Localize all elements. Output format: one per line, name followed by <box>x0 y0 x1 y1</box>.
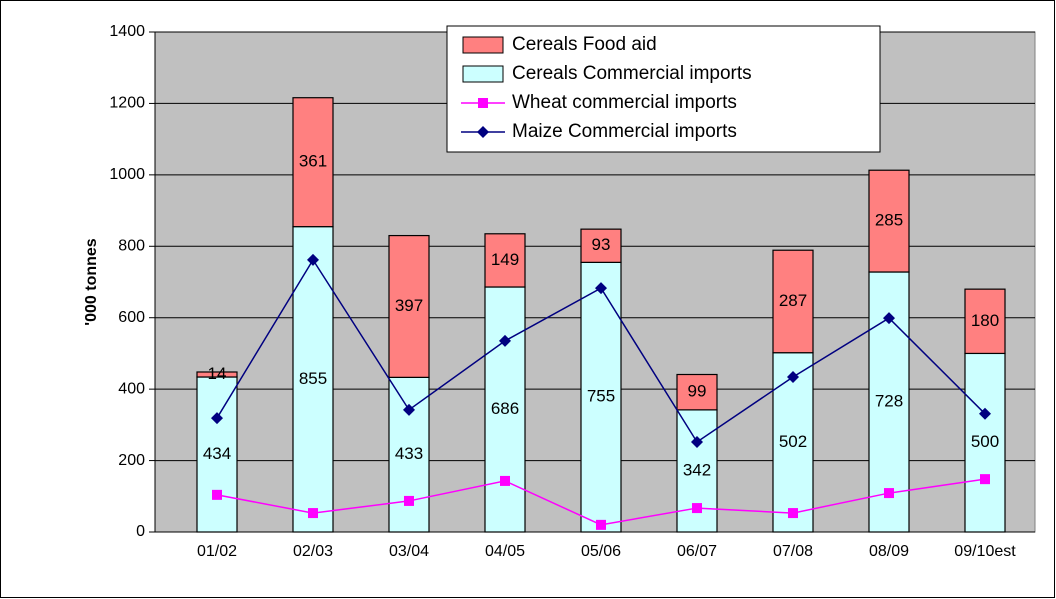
y-tick-label: 1200 <box>109 95 145 112</box>
y-tick-label: 1000 <box>109 166 145 183</box>
legend-label: Cereals Commercial imports <box>512 63 752 84</box>
y-tick-label: 0 <box>136 523 145 540</box>
line-marker <box>403 403 415 416</box>
line-marker <box>500 475 510 486</box>
data-label: 755 <box>587 387 615 406</box>
data-label: 397 <box>395 296 423 315</box>
line-marker <box>404 495 414 506</box>
data-label: 433 <box>395 444 423 463</box>
line-marker <box>787 371 799 383</box>
legend-swatch <box>462 65 504 83</box>
data-label: 93 <box>592 235 611 254</box>
line-marker <box>788 508 798 519</box>
data-label: 287 <box>779 291 807 310</box>
data-label: 500 <box>971 432 999 451</box>
line-marker <box>478 98 488 108</box>
legend <box>446 25 881 153</box>
line-marker <box>595 282 607 295</box>
legend-label: Maize Commercial imports <box>512 121 737 142</box>
line-marker <box>883 312 895 325</box>
data-label: 434 <box>203 444 231 463</box>
bar-segment <box>580 228 622 263</box>
bar-segment <box>964 352 1006 533</box>
bar-segment <box>772 249 814 354</box>
legend-label: Cereals Food aid <box>512 34 657 55</box>
line-marker <box>596 519 606 530</box>
x-tick-label: 08/09 <box>869 543 909 560</box>
line-marker <box>211 412 223 425</box>
bar-segment <box>676 373 718 411</box>
data-label: 285 <box>875 211 903 230</box>
y-tick-label: 600 <box>118 309 145 326</box>
x-tick-label: 07/08 <box>773 543 813 560</box>
data-label: 728 <box>875 391 903 410</box>
legend-label: Wheat commercial imports <box>512 92 737 113</box>
bar-segment <box>868 169 910 273</box>
x-tick-label: 09/10est <box>954 543 1016 560</box>
bar-segment <box>388 234 430 378</box>
line-marker <box>979 407 991 420</box>
y-tick-label: 800 <box>118 238 145 255</box>
line-marker <box>691 436 703 448</box>
bar-segment <box>484 233 526 288</box>
x-tick-label: 03/04 <box>389 543 429 560</box>
line-marker <box>692 503 702 514</box>
data-label: 361 <box>299 152 327 171</box>
line-marker <box>307 253 319 266</box>
line-marker <box>980 474 990 485</box>
line-marker <box>212 489 222 500</box>
y-tick-label: 1400 <box>109 23 145 40</box>
bar-segment <box>484 286 526 533</box>
line-marker <box>884 488 894 499</box>
x-tick-label: 04/05 <box>485 543 525 560</box>
data-label: 502 <box>779 432 807 451</box>
data-label: 686 <box>491 399 519 418</box>
y-axis-label: '000 tonnes <box>83 238 100 325</box>
data-label: 342 <box>683 460 711 479</box>
data-label: 180 <box>971 311 999 330</box>
bar-segment <box>580 261 622 533</box>
data-label: 99 <box>688 382 707 401</box>
x-tick-label: 06/07 <box>677 543 717 560</box>
y-tick-label: 200 <box>118 452 145 469</box>
data-label: 149 <box>491 250 519 269</box>
legend-swatch <box>462 36 504 54</box>
data-label: 855 <box>299 369 327 388</box>
bar-segment <box>964 288 1006 355</box>
y-tick-label: 400 <box>118 380 145 397</box>
bar-segment <box>292 97 334 228</box>
bar-segment <box>196 371 238 378</box>
x-tick-label: 02/03 <box>293 543 333 560</box>
line-marker <box>477 126 489 138</box>
x-tick-label: 05/06 <box>581 543 621 560</box>
line-marker <box>499 334 511 347</box>
x-tick-label: 01/02 <box>197 543 237 560</box>
data-label: 14 <box>208 364 227 383</box>
line-marker <box>308 508 318 519</box>
